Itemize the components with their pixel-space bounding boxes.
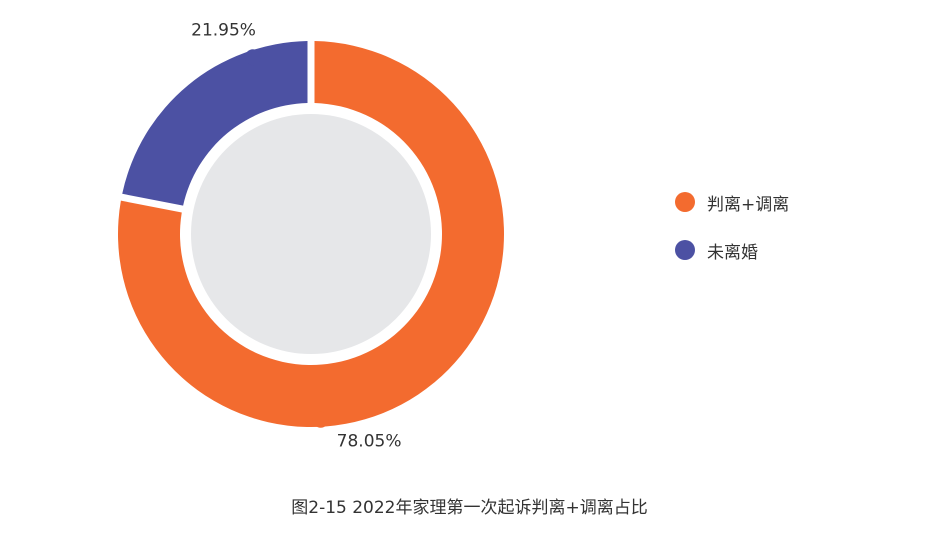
slices-layer bbox=[117, 41, 505, 427]
labels-layer: 78.05% 21.95% bbox=[191, 20, 401, 451]
slice-divorced[interactable] bbox=[117, 41, 505, 427]
figure-caption: 图2-15 2022年家理第一次起诉判离+调离占比 bbox=[291, 498, 648, 518]
legend-item-divorced[interactable]: 判离+调离 bbox=[675, 190, 790, 215]
legend-label-divorced: 判离+调离 bbox=[707, 194, 790, 215]
legend-swatch-not-divorced bbox=[675, 240, 695, 260]
data-label-not-divorced: 21.95% bbox=[191, 20, 256, 40]
legend: 判离+调离 未离婚 bbox=[675, 190, 789, 286]
leader-dot-not-divorced bbox=[244, 49, 261, 66]
legend-label-not-divorced: 未离婚 bbox=[707, 242, 758, 263]
donut-center bbox=[191, 114, 431, 354]
leader-dot-divorced bbox=[312, 411, 329, 428]
legend-swatch-divorced bbox=[675, 192, 695, 212]
slice-not-divorced[interactable] bbox=[122, 41, 308, 206]
data-label-divorced: 78.05% bbox=[337, 432, 402, 452]
legend-item-not-divorced[interactable]: 未离婚 bbox=[675, 238, 789, 263]
